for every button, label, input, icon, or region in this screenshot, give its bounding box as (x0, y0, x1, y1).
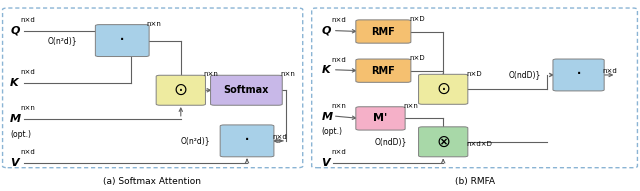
Text: n×n: n×n (332, 103, 346, 109)
Text: Q: Q (10, 26, 20, 36)
Text: Q: Q (321, 26, 331, 36)
Text: n×D: n×D (409, 55, 424, 61)
Text: (opt.): (opt.) (321, 127, 342, 136)
FancyBboxPatch shape (356, 59, 411, 82)
Text: n×d: n×d (332, 17, 346, 23)
Text: n×d: n×d (602, 68, 617, 74)
FancyBboxPatch shape (356, 20, 411, 43)
FancyBboxPatch shape (356, 107, 405, 130)
Text: n×n: n×n (147, 21, 161, 27)
Text: n×n: n×n (280, 71, 295, 78)
Text: RMF: RMF (371, 66, 396, 76)
Text: O(ndD)}: O(ndD)} (509, 70, 541, 79)
FancyBboxPatch shape (419, 74, 468, 104)
Text: n×d: n×d (20, 149, 35, 155)
Text: K: K (10, 78, 19, 87)
Text: ⊙: ⊙ (436, 80, 450, 98)
Text: n×n: n×n (403, 103, 418, 109)
Text: (b) RMFA: (b) RMFA (455, 177, 495, 186)
Text: M: M (321, 112, 332, 121)
Text: n×n: n×n (204, 71, 218, 78)
Text: O(ndD)}: O(ndD)} (374, 137, 407, 146)
Text: (a) Softmax Attention: (a) Softmax Attention (103, 177, 202, 186)
FancyBboxPatch shape (156, 75, 205, 105)
Text: RMF: RMF (371, 27, 396, 36)
Text: V: V (321, 158, 330, 168)
Text: K: K (321, 65, 330, 75)
Text: n×d: n×d (20, 17, 35, 23)
FancyBboxPatch shape (95, 25, 149, 57)
Text: ⊙: ⊙ (174, 81, 188, 99)
Text: (opt.): (opt.) (10, 129, 31, 139)
Text: ⊗: ⊗ (436, 133, 450, 151)
FancyBboxPatch shape (419, 127, 468, 157)
Text: O(n²d)}: O(n²d)} (48, 36, 77, 45)
Text: Softmax: Softmax (224, 85, 269, 95)
Text: ·: · (244, 131, 250, 150)
Text: n×d×D: n×d×D (466, 141, 492, 147)
Text: V: V (10, 158, 19, 168)
Text: M': M' (373, 113, 388, 123)
Text: n×d: n×d (332, 57, 346, 63)
Text: n×d: n×d (272, 134, 287, 140)
Text: ·: · (119, 31, 125, 50)
FancyBboxPatch shape (553, 59, 604, 91)
Text: M: M (10, 114, 21, 124)
Text: O(n²d)}: O(n²d)} (180, 136, 210, 145)
FancyBboxPatch shape (211, 75, 282, 105)
Text: n×D: n×D (466, 70, 481, 77)
Text: n×D: n×D (409, 16, 424, 22)
FancyBboxPatch shape (220, 125, 274, 157)
Text: n×n: n×n (20, 105, 35, 111)
Text: n×d: n×d (332, 149, 346, 155)
Text: n×d: n×d (20, 69, 35, 75)
Text: ·: · (575, 66, 582, 84)
